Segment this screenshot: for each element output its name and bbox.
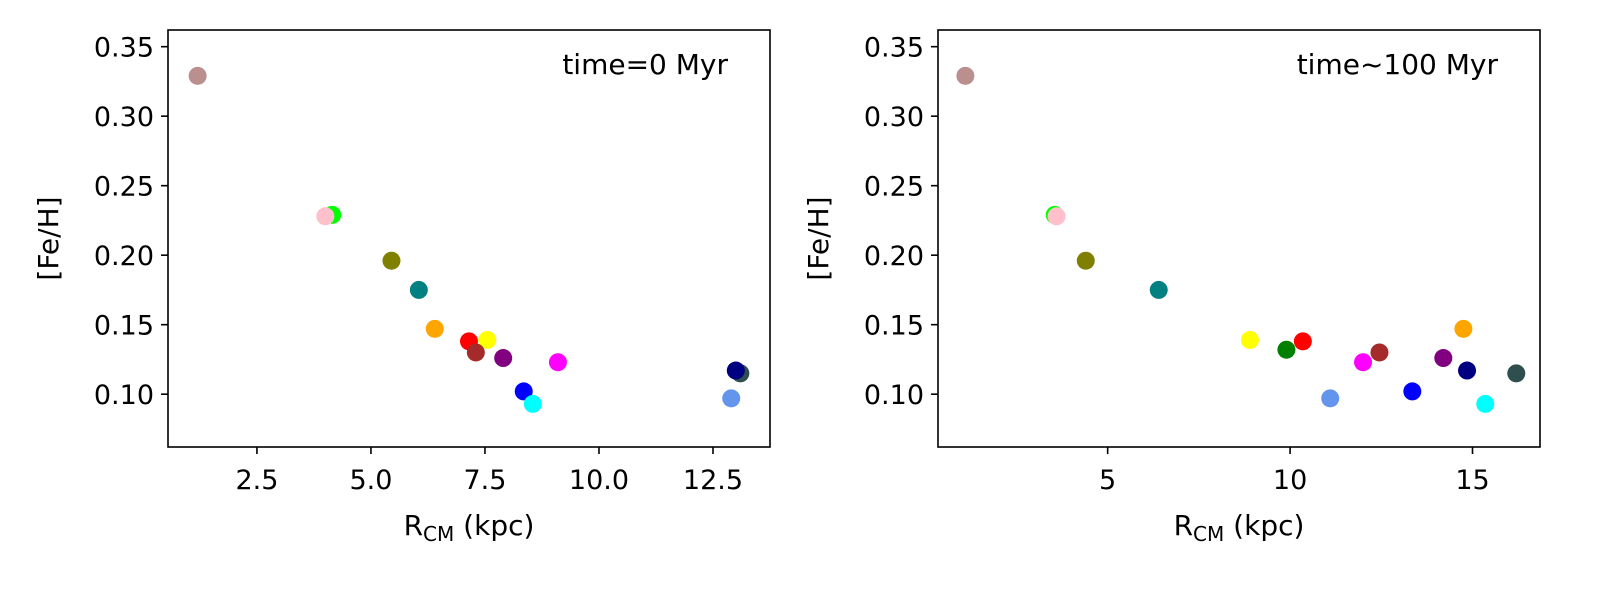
plot-frame: [167, 29, 771, 448]
x-tick-label: 5: [1099, 465, 1116, 496]
time-annotation: time=0 Myr: [562, 48, 728, 81]
x-axis-label-unit: (kpc): [1224, 509, 1304, 542]
x-axis-label-main: R: [404, 509, 423, 542]
y-tick-label: 0.35: [864, 33, 924, 64]
data-point: [1434, 349, 1453, 368]
scatter-points: [956, 66, 1526, 413]
x-tick-label: 12.5: [683, 465, 743, 496]
x-tick-label: 15: [1455, 465, 1489, 496]
data-point: [1454, 319, 1473, 338]
x-axis-label: RCM (kpc): [404, 509, 535, 546]
data-point: [494, 349, 513, 368]
y-axis-label: [Fe/H]: [802, 196, 835, 280]
y-tick-label: 0.35: [94, 33, 154, 64]
data-point: [1458, 361, 1477, 380]
y-axis-label: [Fe/H]: [32, 196, 65, 280]
data-point: [1476, 394, 1495, 413]
data-point: [425, 319, 444, 338]
data-point: [548, 353, 567, 372]
y-tick-label: 0.25: [864, 172, 924, 203]
data-point: [382, 251, 401, 270]
data-point: [1403, 382, 1422, 401]
right-panel: time~100 Myr [Fe/H] RCM (kpc) 5 10 15 0.10 0…: [802, 29, 1541, 546]
y-tick-label: 0.20: [94, 241, 154, 272]
data-point: [188, 66, 207, 85]
x-axis-label-subscript: CM: [423, 522, 454, 546]
y-tick-label: 0.30: [94, 102, 154, 133]
data-point: [1354, 353, 1373, 372]
data-point: [1293, 332, 1312, 351]
x-axis-label-subscript: CM: [1193, 522, 1224, 546]
x-tick-label: 5.0: [349, 465, 392, 496]
data-point: [722, 389, 741, 408]
x-tick-label: 10.0: [569, 465, 629, 496]
data-point: [1321, 389, 1340, 408]
data-point: [478, 330, 497, 349]
data-point: [1370, 343, 1389, 362]
data-point: [1240, 330, 1259, 349]
y-tick-label: 0.15: [94, 311, 154, 342]
data-point: [514, 382, 533, 401]
x-tick-label: 2.5: [235, 465, 278, 496]
data-point: [1076, 251, 1095, 270]
y-tick-label: 0.10: [94, 380, 154, 411]
x-tick-label: 7.5: [463, 465, 506, 496]
y-tick-label: 0.25: [94, 172, 154, 203]
x-axis-label-unit: (kpc): [454, 509, 534, 542]
y-tick-label: 0.30: [864, 102, 924, 133]
y-tick-label: 0.15: [864, 311, 924, 342]
data-point: [1149, 280, 1168, 299]
scatter-points: [188, 66, 750, 413]
x-tick-label: 10: [1273, 465, 1307, 496]
data-point: [1277, 340, 1296, 359]
y-tick-label: 0.20: [864, 241, 924, 272]
time-annotation: time~100 Myr: [1297, 48, 1499, 81]
data-point: [523, 394, 542, 413]
x-axis-label-main: R: [1174, 509, 1193, 542]
data-point: [1047, 207, 1066, 226]
plot-frame: [937, 29, 1541, 448]
data-point: [726, 361, 745, 380]
x-axis-label: RCM (kpc): [1174, 509, 1305, 546]
data-point: [1507, 364, 1526, 383]
y-tick-label: 0.10: [864, 380, 924, 411]
data-point: [466, 343, 485, 362]
data-point: [409, 280, 428, 299]
left-panel: time=0 Myr [Fe/H] RCM (kpc) 2.5 5.0 7.5 10.…: [32, 29, 771, 546]
data-point: [316, 207, 335, 226]
data-point: [956, 66, 975, 85]
